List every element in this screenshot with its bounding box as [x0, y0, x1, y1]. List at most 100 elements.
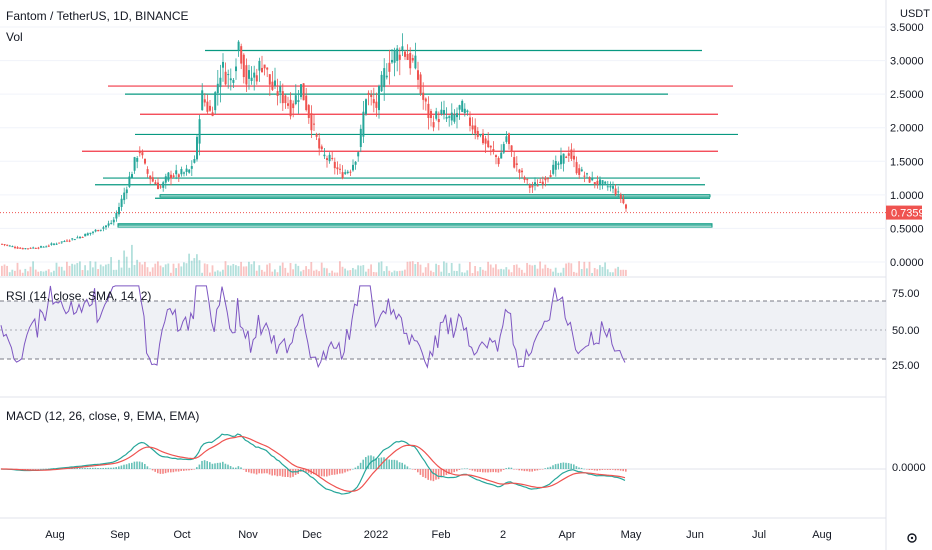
candle-body	[128, 176, 131, 187]
volume-bar	[541, 268, 544, 276]
volume-bar	[123, 250, 125, 276]
macd-hist-bar	[500, 469, 502, 472]
volume-bar	[323, 267, 326, 276]
volume-bar	[310, 262, 313, 276]
candle-body	[274, 80, 276, 86]
macd-hist-bar	[328, 469, 331, 476]
macd-hist-bar	[528, 469, 531, 472]
volume-bar	[151, 267, 154, 276]
price-tick: 0.5000	[890, 223, 924, 235]
volume-bar	[294, 263, 297, 276]
macd-hist-bar	[235, 467, 237, 469]
last-price-box	[886, 205, 922, 220]
macd-hist-bar	[193, 469, 195, 470]
macd-hist-bar	[575, 466, 578, 469]
volume-bar	[492, 267, 495, 276]
candle-body	[495, 155, 497, 157]
chart-background	[0, 0, 886, 550]
candle-body	[250, 77, 253, 82]
macd-hist-bar	[99, 468, 102, 469]
candle-body	[305, 95, 308, 111]
volume-bar	[284, 267, 287, 276]
volume-bar	[554, 267, 557, 276]
macd-hist-bar	[372, 456, 375, 469]
candle-body	[138, 151, 141, 154]
candle-body	[484, 138, 487, 144]
candle-body	[526, 179, 529, 181]
macd-hist-bar	[523, 469, 526, 472]
volume-bar	[99, 264, 102, 276]
time-label: Jul	[752, 529, 766, 541]
volume-bar	[385, 266, 388, 276]
candle-body	[570, 149, 573, 159]
candle-body	[50, 243, 53, 245]
volume-bar	[237, 266, 240, 276]
macd-hist-bar	[396, 460, 398, 469]
time-label: 2022	[364, 529, 388, 541]
macd-hist-bar	[177, 469, 180, 472]
candle-body	[261, 67, 263, 72]
volume-bar	[258, 265, 261, 276]
volume-bar	[245, 266, 248, 276]
macd-hist-bar	[32, 469, 34, 470]
level-box[interactable]	[159, 194, 711, 198]
macd-hist-bar	[107, 467, 110, 469]
macd-hist-bar	[432, 469, 435, 482]
volume-bar	[604, 262, 606, 276]
macd-hist-bar	[336, 469, 338, 475]
price-axis[interactable]: USDT 3.5000 3.0000 2.5000 2.0000 1.5000 1.000…	[890, 8, 930, 269]
volume-bar	[183, 262, 185, 276]
macd-hist-bar	[211, 463, 214, 469]
volume-bar	[432, 272, 435, 276]
time-axis[interactable]: Aug Sep Oct Nov Dec 2022 Feb 2 Apr May Jun Jul Aug	[45, 529, 832, 541]
time-label: Feb	[432, 529, 451, 541]
macd-hist-bar	[346, 469, 349, 472]
macd-hist-bar	[448, 469, 450, 475]
price-tick: 1.0000	[890, 190, 924, 202]
volume-bar	[177, 263, 180, 276]
candle-body	[216, 83, 219, 94]
volume-bar	[227, 265, 229, 276]
candle-body	[432, 122, 435, 128]
volume-bar	[102, 266, 105, 276]
rsi-line	[0, 285, 626, 369]
candle-body	[125, 189, 128, 194]
volume-bar	[328, 272, 331, 276]
volume-bar	[76, 263, 79, 276]
volume-bar	[1, 265, 3, 276]
candle-body	[588, 176, 591, 183]
volume-bar	[274, 269, 276, 276]
candle-body	[463, 108, 466, 114]
candle-body	[92, 231, 94, 233]
macd-hist-bar	[596, 469, 598, 471]
candle-body	[97, 229, 100, 232]
volume-bar	[450, 262, 453, 276]
volume-bar	[240, 261, 242, 276]
macd-hist-bar	[541, 469, 544, 470]
volume-bar	[16, 262, 19, 276]
volume-bar	[141, 264, 144, 276]
volume-bar	[599, 265, 601, 276]
rsi-tick: 75.00	[892, 288, 920, 300]
macd-hist-bar	[567, 463, 570, 469]
candle-body	[406, 53, 409, 60]
candle-body	[229, 78, 232, 81]
macd-hist-bar	[255, 469, 258, 475]
candle-body	[609, 186, 612, 188]
candle-body	[16, 247, 19, 249]
candle-body	[276, 91, 279, 96]
macd-hist-bar	[261, 469, 263, 474]
macd-hist-bar	[617, 469, 619, 471]
level-box[interactable]	[117, 223, 713, 228]
candle-body	[417, 70, 419, 80]
candle-body	[112, 219, 115, 223]
volume-bar	[547, 267, 549, 276]
price-candles[interactable]	[1, 33, 627, 250]
candle-body	[456, 113, 458, 118]
volume-bar	[528, 264, 531, 276]
macd-hist-bar	[138, 461, 141, 469]
settings-icon[interactable]	[907, 533, 917, 543]
volume-bar	[154, 263, 157, 276]
volume-bar	[118, 259, 120, 276]
